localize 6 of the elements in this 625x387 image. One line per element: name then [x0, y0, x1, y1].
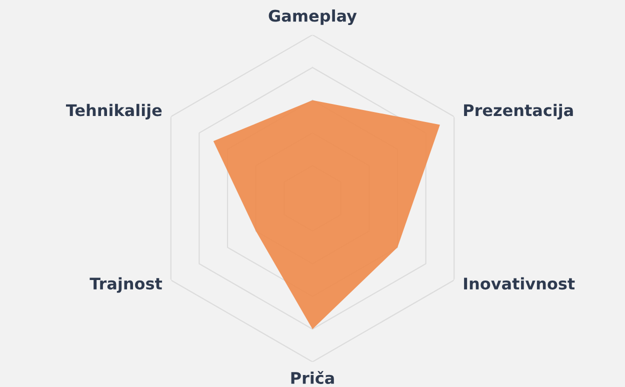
spoke-label: Gameplay: [268, 9, 357, 26]
spoke-label: Inovativnost: [464, 277, 575, 290]
spoke-label: Prezentacija: [464, 104, 573, 120]
spoke-label: Tehnikalije: [66, 104, 162, 120]
spoke-label: Priča: [291, 371, 334, 384]
spoke-label: Trajnost: [90, 277, 162, 293]
